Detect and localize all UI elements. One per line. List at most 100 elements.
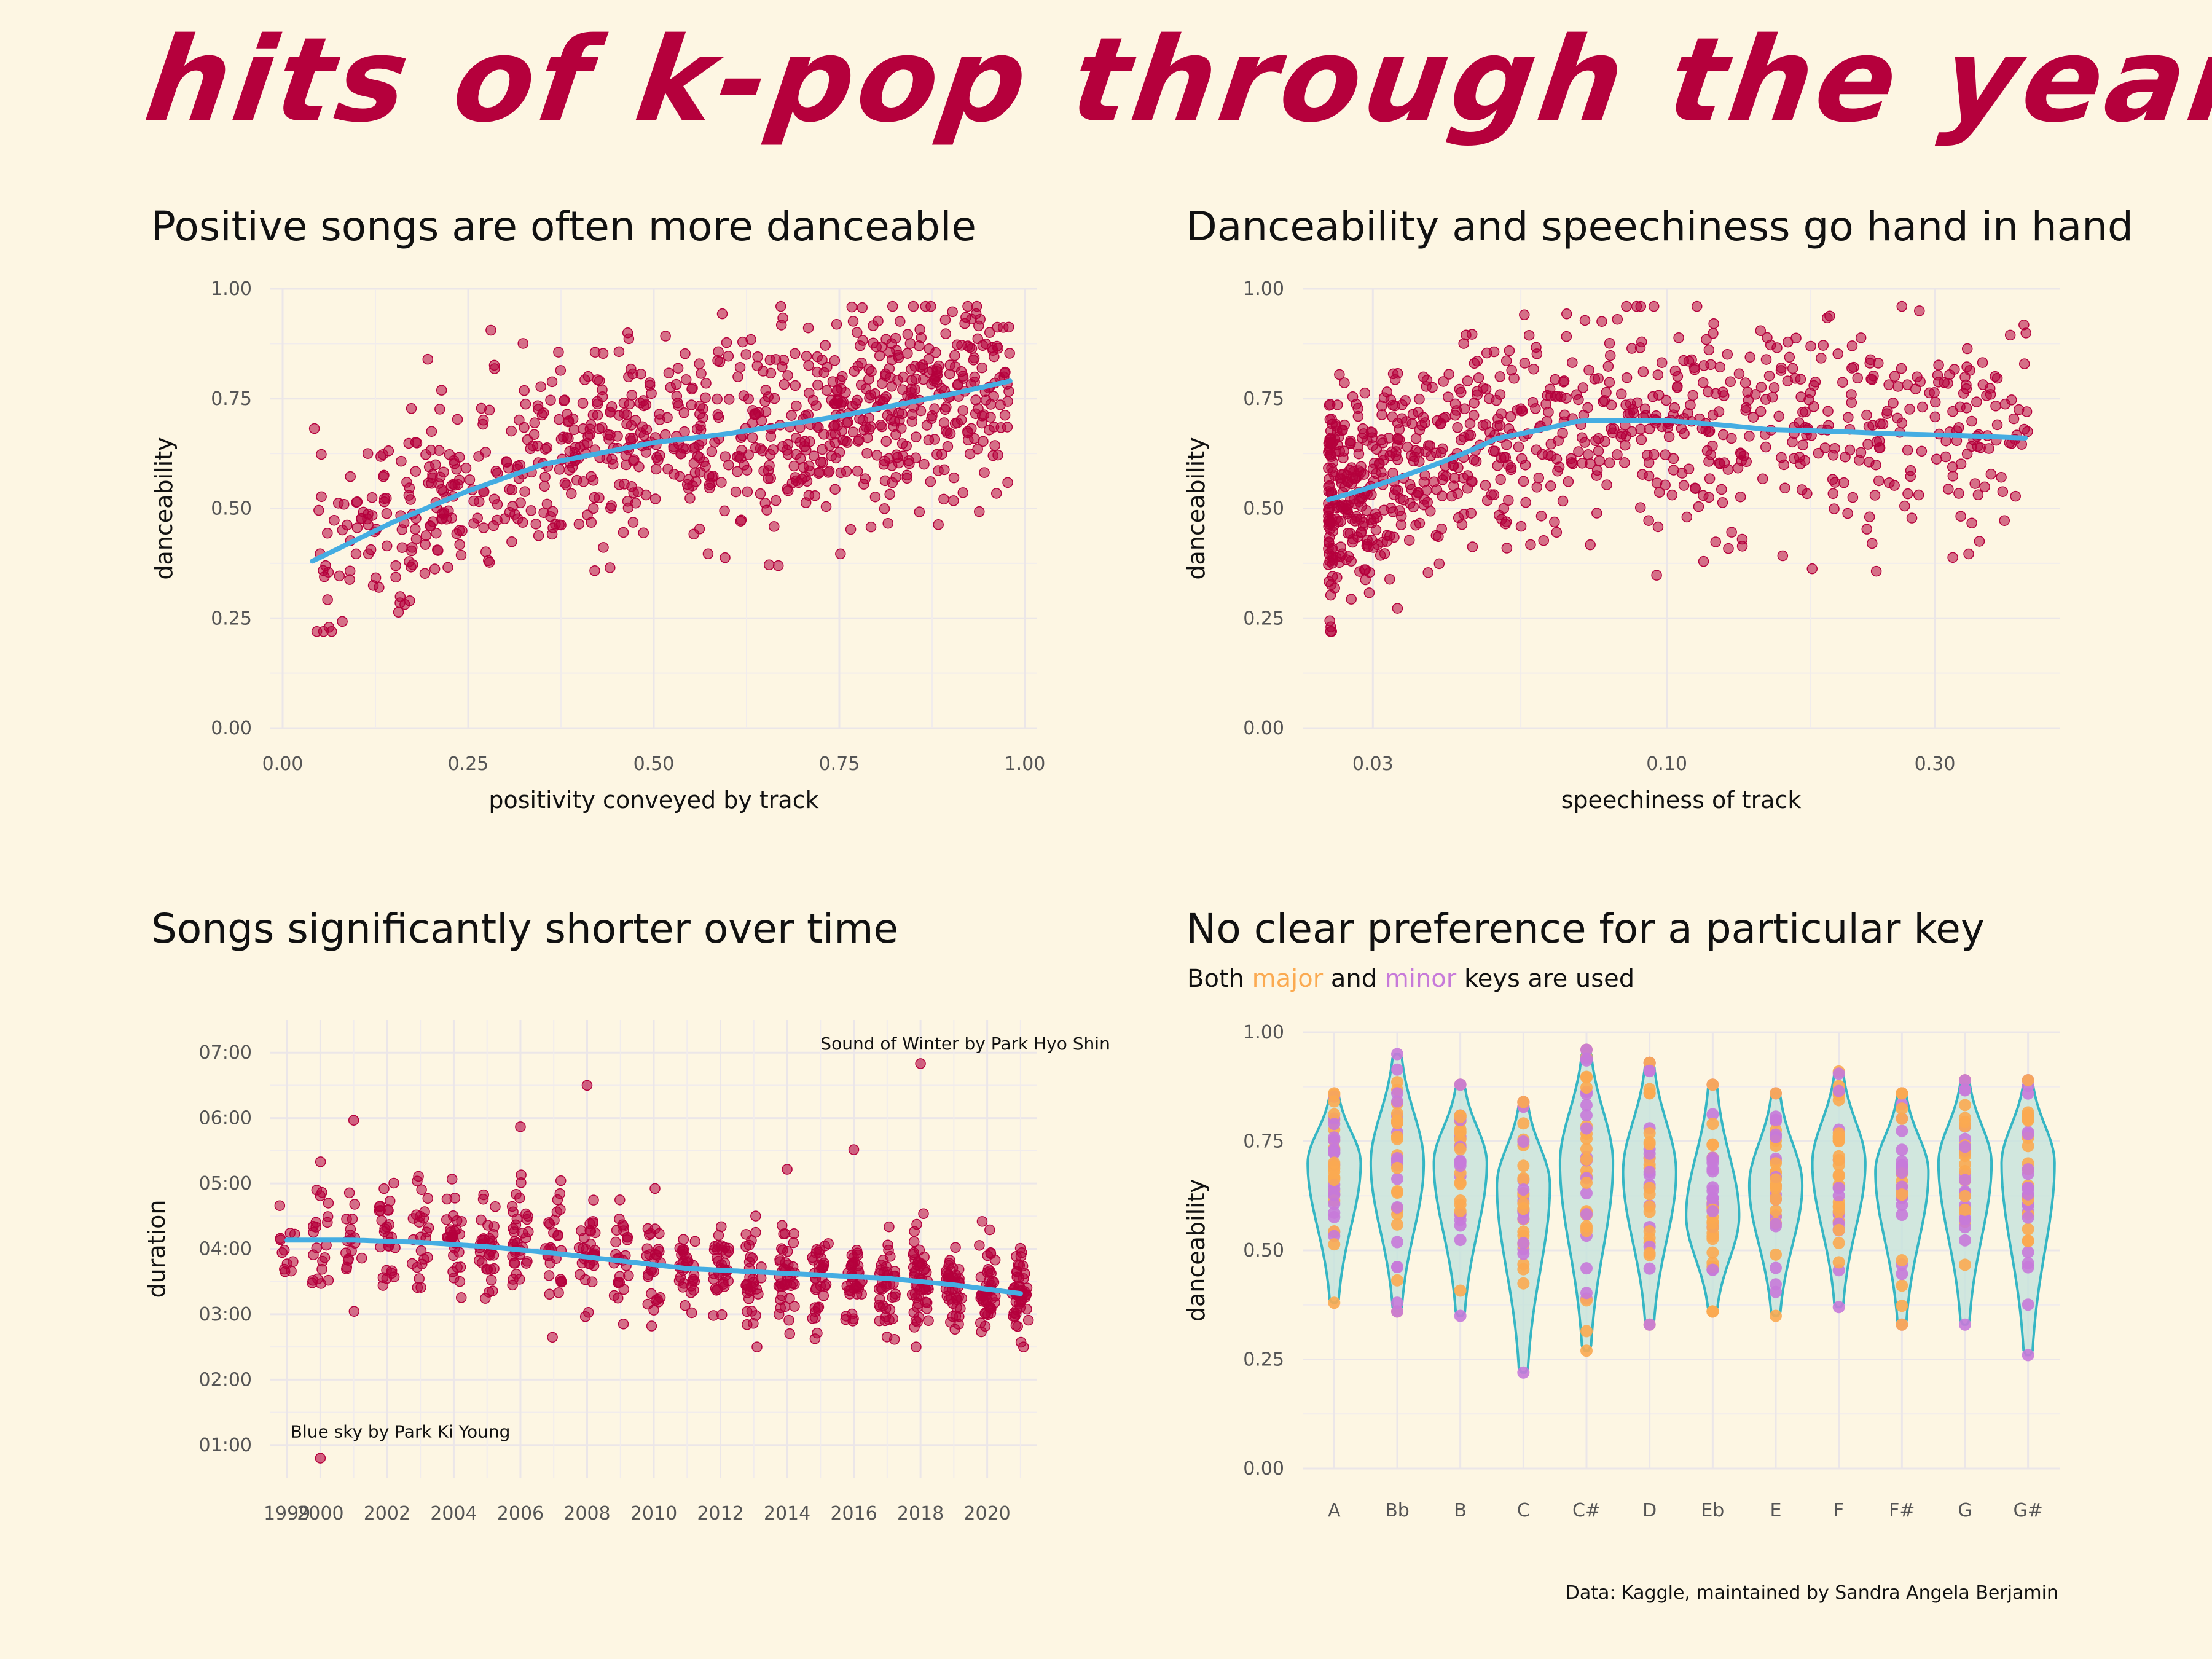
p1-point	[989, 440, 1000, 451]
p2-point	[1356, 493, 1367, 504]
p1-point	[453, 525, 465, 536]
p1-point	[322, 527, 333, 539]
p3-point	[716, 1221, 727, 1233]
p3-point	[649, 1183, 661, 1194]
p1-point	[530, 519, 542, 530]
p1-point	[649, 493, 661, 504]
p1-point	[820, 501, 832, 512]
p4-major-dot	[1832, 1170, 1845, 1183]
p3-point	[381, 1265, 392, 1276]
p3-point	[509, 1258, 520, 1269]
p2-point	[1997, 486, 2009, 497]
p1-point	[847, 426, 859, 437]
p2-point	[1533, 473, 1545, 484]
p2-point	[1347, 391, 1359, 402]
p3-point	[516, 1169, 527, 1180]
p4-major-dot	[1832, 1223, 1845, 1236]
p4-major-dot	[1706, 1118, 1719, 1131]
p1-point	[539, 444, 551, 455]
p3-point	[348, 1306, 360, 1317]
p1-point	[751, 360, 763, 372]
p1-point	[562, 409, 573, 420]
p2-point	[1346, 478, 1357, 490]
p4-dots-G#	[2022, 1074, 2034, 1362]
p2-point	[1869, 490, 1881, 501]
p4-major-dot	[1328, 1296, 1341, 1309]
p1-point	[559, 394, 570, 406]
p1-point	[597, 348, 609, 359]
p1-point	[406, 545, 417, 557]
p1-point	[367, 580, 379, 591]
p3-point	[951, 1292, 962, 1304]
p2-point	[1593, 445, 1604, 457]
p1-point	[678, 407, 690, 418]
p1-point	[345, 471, 356, 482]
p3-outlier-point	[915, 1058, 926, 1069]
p1-point	[801, 476, 813, 487]
p1-point	[625, 433, 636, 444]
p2-point	[1838, 477, 1849, 488]
p1-point	[668, 441, 679, 452]
p0-ytick-label: 0.50	[211, 498, 252, 520]
p2-point	[1642, 450, 1653, 461]
p1-point	[915, 361, 926, 372]
p3-point	[947, 1311, 959, 1322]
p4-major-dot	[1454, 1204, 1467, 1217]
p3-point	[976, 1216, 988, 1227]
p1-point	[622, 502, 634, 514]
p4-major-dot	[2022, 1074, 2034, 1087]
p3-point	[1022, 1314, 1034, 1326]
p1-point	[623, 333, 635, 345]
p1-point	[852, 466, 863, 477]
p3-point	[385, 1195, 396, 1207]
p2-point	[1515, 520, 1527, 532]
p2-point	[1501, 543, 1513, 554]
p2-point	[1577, 382, 1589, 393]
p2-point	[1604, 457, 1615, 469]
p4-minor-dot	[2022, 1188, 2034, 1201]
p2-point	[1933, 359, 1944, 371]
p1-point	[891, 345, 902, 356]
p2-point	[1367, 440, 1378, 452]
p1-point	[672, 398, 683, 409]
p1-point	[743, 393, 754, 405]
p2-point	[1842, 508, 1853, 519]
p1-point	[829, 355, 841, 366]
p4-major-dot	[1832, 1256, 1845, 1269]
p2-point	[1904, 404, 1915, 415]
p3-point	[921, 1303, 933, 1314]
p3-point	[311, 1242, 323, 1253]
p1-point	[592, 374, 603, 385]
p1-point	[714, 356, 726, 367]
p2-point	[1405, 498, 1416, 509]
p1-point	[955, 366, 967, 377]
p2-point	[1477, 382, 1489, 393]
p2-point	[1726, 433, 1737, 444]
p3-point	[441, 1193, 453, 1205]
p1-point	[985, 412, 996, 423]
p2-point	[1818, 340, 1829, 351]
p1-point	[684, 493, 696, 504]
p2-point	[1395, 511, 1407, 522]
p2-point	[1421, 381, 1432, 392]
p3-point	[573, 1242, 585, 1253]
p2-point	[1549, 516, 1560, 528]
p4-xtick-label: B	[1454, 1500, 1467, 1521]
p1-point	[723, 350, 734, 362]
p2-point	[1678, 355, 1689, 366]
p4-major-dot	[1328, 1088, 1341, 1101]
p4-major-dot	[1706, 1305, 1719, 1318]
p2-xtick-label: 0.10	[1646, 753, 1687, 775]
p3-point	[618, 1319, 629, 1330]
p1-point	[829, 398, 841, 409]
p3-point	[284, 1228, 296, 1239]
p2-point	[1678, 480, 1690, 491]
p4-major-dot	[1580, 1132, 1593, 1145]
p1-point	[978, 436, 989, 447]
p2-point	[1755, 325, 1767, 337]
p1-point	[831, 319, 842, 330]
p1-point	[948, 495, 959, 506]
p3-point	[675, 1271, 686, 1283]
p3-ytick-label: 06:00	[199, 1108, 252, 1129]
p3-point	[356, 1252, 367, 1264]
